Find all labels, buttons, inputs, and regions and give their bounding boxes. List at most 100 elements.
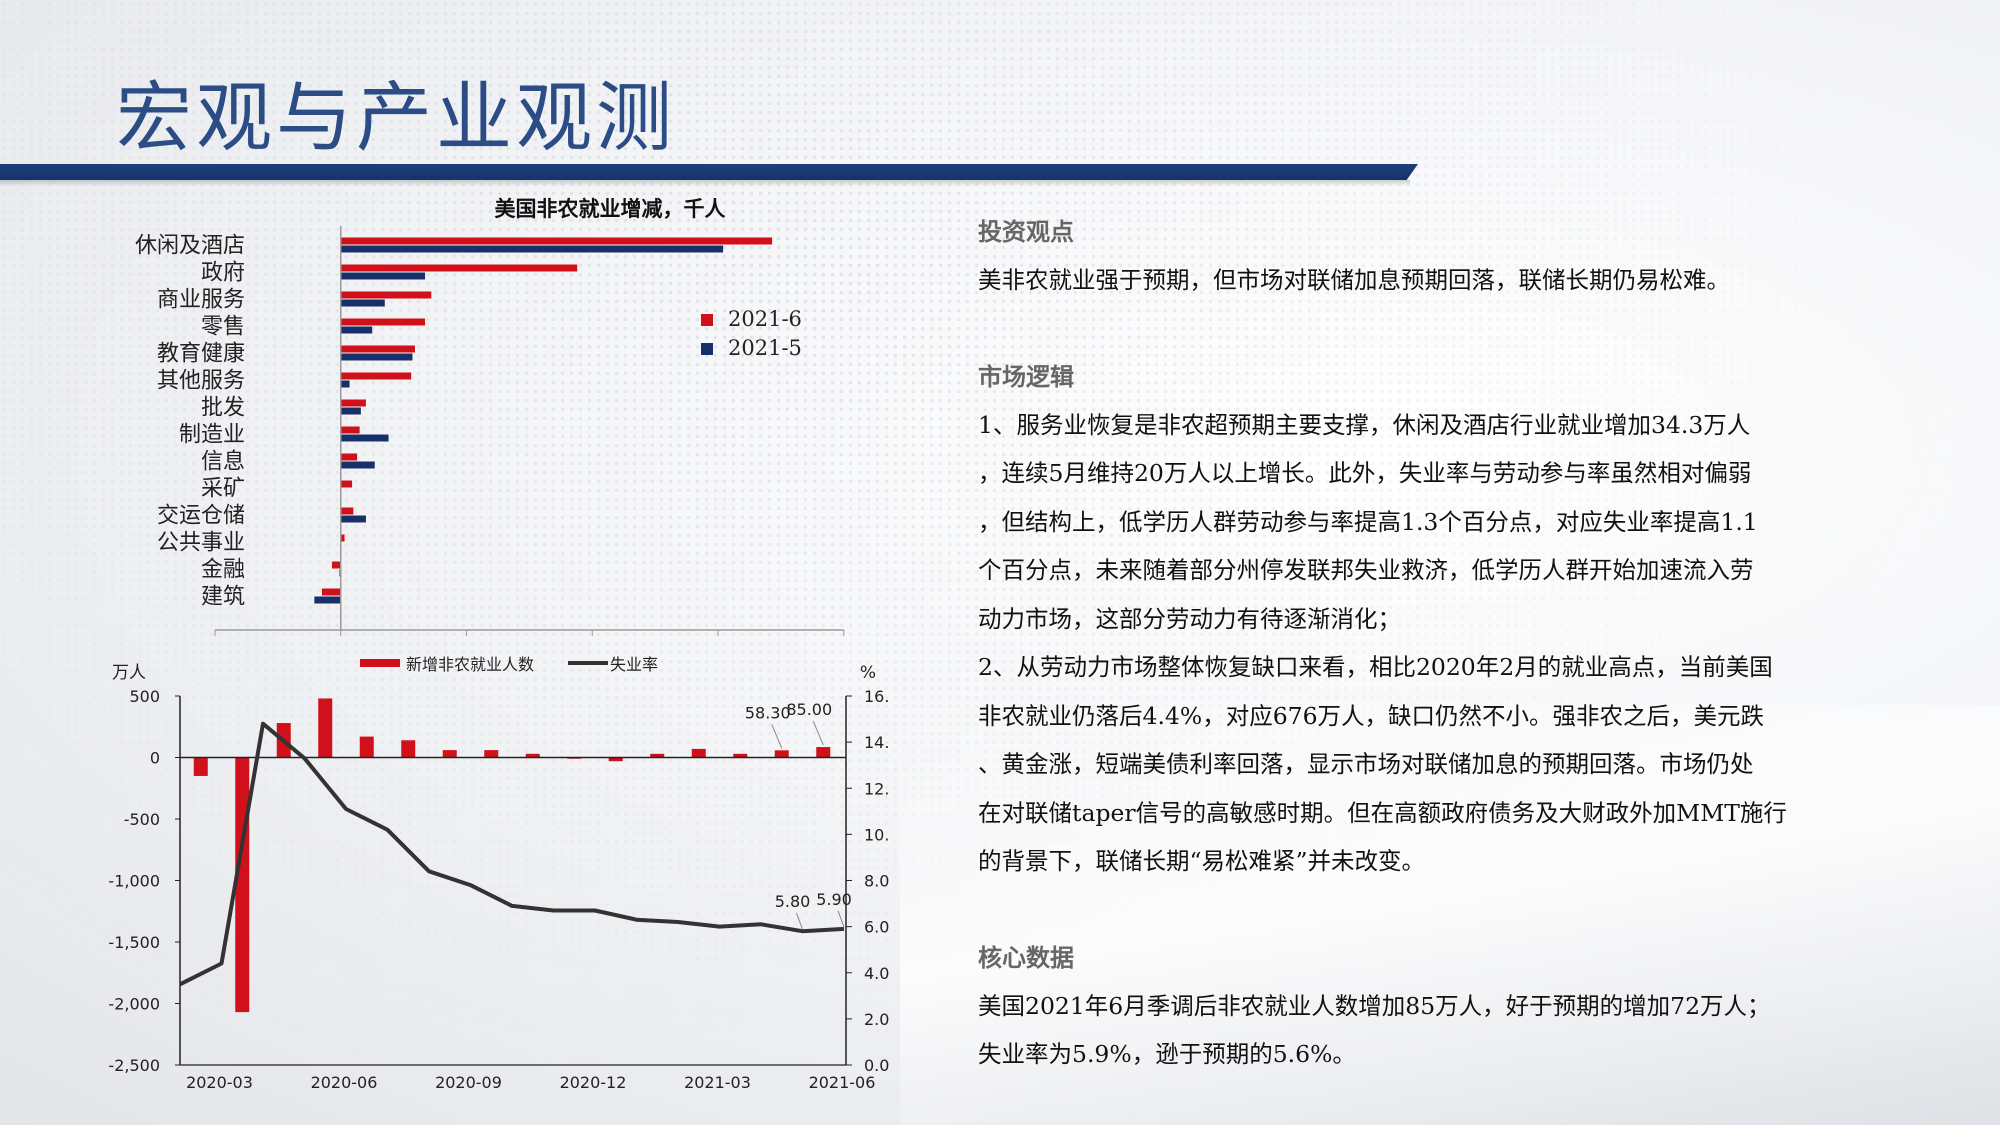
bar-2021-5 bbox=[340, 380, 350, 388]
payroll-bar bbox=[235, 757, 250, 1013]
category-label: 其他服务 bbox=[157, 369, 245, 394]
paragraph-line: 的背景下，联储长期“易松难紧”并未改变。 bbox=[978, 847, 1426, 875]
category-label: 信息 bbox=[201, 450, 245, 475]
payroll-bar bbox=[401, 740, 416, 758]
payroll-bar bbox=[650, 753, 665, 758]
annotation-label: 5.90 bbox=[816, 890, 852, 909]
bar-2021-6 bbox=[340, 264, 578, 272]
legend-label: 2021-5 bbox=[728, 336, 802, 360]
paragraph-line: ，连续5月维持20万人以上增长。此外，失业率与劳动参与率虽然相对偏弱 bbox=[978, 459, 1752, 487]
bar-2021-5 bbox=[340, 434, 389, 442]
chart-title: 美国非农就业增减，千人 bbox=[495, 197, 726, 221]
paragraph-line: 美国2021年6月季调后非农就业人数增加85万人，好于预期的增加72万人； bbox=[978, 991, 1771, 1020]
nonfarm-sector-bar-chart: 美国非农就业增减，千人 休闲及酒店政府商业服务零售教育健康其他服务批发制造业信息… bbox=[135, 197, 845, 636]
bar-2021-5 bbox=[340, 461, 375, 469]
category-label: 制造业 bbox=[179, 423, 245, 448]
bar-2021-6 bbox=[340, 507, 354, 515]
x-tick-label: 2020-06 bbox=[311, 1073, 378, 1092]
annotation-leader bbox=[837, 910, 845, 928]
legend-label: 2021-6 bbox=[728, 307, 802, 331]
category-label: 休闲及酒店 bbox=[135, 234, 245, 259]
bar-2021-6 bbox=[340, 291, 432, 299]
legend-swatch bbox=[701, 314, 713, 326]
payroll-bar bbox=[442, 750, 457, 758]
left-tick-label: -500 bbox=[124, 810, 160, 829]
paragraph-line: 非农就业仍落后4.4%，对应676万人，缺口仍然不小。强非农之后，美元跌 bbox=[978, 701, 1765, 730]
payroll-bar bbox=[359, 736, 374, 758]
legend-swatch-bars bbox=[360, 659, 400, 667]
right-tick-label: 10.00 bbox=[864, 825, 890, 844]
left-tick-label: -2,500 bbox=[108, 1056, 160, 1075]
bar-2021-6 bbox=[340, 453, 358, 461]
bar-2021-6 bbox=[340, 345, 415, 353]
title-underline-bar bbox=[0, 164, 1418, 180]
bar-2021-6 bbox=[340, 534, 345, 542]
bar-2021-6 bbox=[340, 372, 412, 380]
annotation-label: 58.30 bbox=[745, 703, 791, 722]
bar-2021-5 bbox=[340, 272, 426, 280]
background-light-streak bbox=[900, 705, 2000, 1125]
category-label: 采矿 bbox=[201, 477, 245, 502]
annotation-leader bbox=[796, 913, 803, 930]
paragraph-line: 个百分点，未来随着部分州停发联邦失业救济，低学历人群开始加速流入劳 bbox=[978, 556, 1754, 584]
bar-2021-5 bbox=[340, 353, 413, 361]
payroll-bar bbox=[816, 747, 831, 758]
right-tick-label: 2.00 bbox=[864, 1010, 890, 1029]
paragraph-line: ，但结构上，低学历人群劳动参与率提高1.3个百分点，对应失业率提高1.1 bbox=[978, 507, 1758, 536]
x-tick-label: 2021-03 bbox=[684, 1073, 751, 1092]
title-bar-shadow bbox=[0, 180, 1410, 186]
payroll-bar bbox=[733, 753, 748, 758]
left-tick-label: -2,000 bbox=[108, 995, 160, 1014]
left-tick-label: 500 bbox=[129, 687, 160, 706]
paragraph-line: 1、服务业恢复是非农超预期主要支撑，休闲及酒店行业就业增加34.3万人 bbox=[978, 410, 1751, 439]
right-tick-label: 0.00 bbox=[864, 1056, 890, 1075]
payroll-bar bbox=[525, 753, 540, 758]
left-tick-label: -1,000 bbox=[108, 872, 160, 891]
legend-label: 新增非农就业人数 bbox=[406, 655, 534, 674]
left-axis-unit: 万人 bbox=[112, 663, 146, 683]
right-tick-label: 8.00 bbox=[864, 872, 890, 891]
paragraph-line: 在对联储taper信号的高敏感时期。但在高额政府债务及大财政外加MMT施行 bbox=[978, 798, 1787, 827]
section-heading-market-logic: 市场逻辑 bbox=[978, 361, 1074, 391]
bar-2021-6 bbox=[340, 480, 353, 488]
category-label: 建筑 bbox=[201, 585, 245, 610]
payroll-bar bbox=[193, 757, 208, 776]
right-tick-label: 6.00 bbox=[864, 918, 890, 937]
category-label: 零售 bbox=[201, 315, 245, 340]
unemployment-rate-line bbox=[179, 721, 845, 987]
x-tick-label: 2021-06 bbox=[809, 1073, 876, 1092]
commentary-panel: 投资观点 美非农就业强于预期，但市场对联储加息预期回落，联储长期仍易松难。 市场… bbox=[978, 208, 1878, 1079]
right-tick-label: 16.00 bbox=[864, 687, 890, 706]
left-tick-label: -1,500 bbox=[108, 933, 160, 952]
legend-label: 失业率 bbox=[610, 655, 658, 674]
bar-2021-6 bbox=[340, 426, 360, 434]
bar-2021-6 bbox=[340, 237, 773, 245]
payrolls-unemployment-combo-chart: 新增非农就业人数 失业率 万人 % 500 0 -500 -1,000 -1,500 -2,… bbox=[108, 655, 890, 1092]
section-heading-investment-view: 投资观点 bbox=[978, 217, 1074, 246]
annotation-leader bbox=[771, 724, 783, 749]
category-label: 商业服务 bbox=[157, 288, 245, 313]
category-label: 金融 bbox=[201, 558, 245, 583]
payroll-bar bbox=[608, 757, 623, 762]
bar-2021-5 bbox=[340, 326, 373, 334]
category-label: 政府 bbox=[201, 261, 245, 286]
category-label: 公共事业 bbox=[157, 531, 245, 556]
paragraph-line: 美非农就业强于预期，但市场对联储加息预期回落，联储长期仍易松难。 bbox=[978, 266, 1730, 294]
payroll-bar bbox=[774, 750, 789, 758]
bar-2021-6 bbox=[321, 588, 341, 596]
left-tick-label: 0 bbox=[150, 749, 160, 768]
bar-2021-5 bbox=[340, 245, 724, 253]
right-axis-unit: % bbox=[860, 663, 876, 683]
bar-2021-6 bbox=[340, 399, 366, 407]
paragraph-line: 、黄金涨，短端美债利率回落，显示市场对联储加息的预期回落。市场仍处 bbox=[978, 750, 1754, 778]
payroll-bar bbox=[318, 698, 333, 758]
bar-2021-5 bbox=[340, 515, 366, 523]
right-tick-label: 14.00 bbox=[864, 733, 890, 752]
annotation-label: 85.00 bbox=[786, 700, 832, 719]
bar-2021-6 bbox=[340, 318, 426, 326]
x-tick-label: 2020-03 bbox=[186, 1073, 253, 1092]
bar-2021-6 bbox=[331, 561, 341, 569]
x-tick-label: 2020-12 bbox=[560, 1073, 627, 1092]
x-tick-label: 2020-09 bbox=[435, 1073, 502, 1092]
bar-2021-5 bbox=[314, 596, 341, 604]
